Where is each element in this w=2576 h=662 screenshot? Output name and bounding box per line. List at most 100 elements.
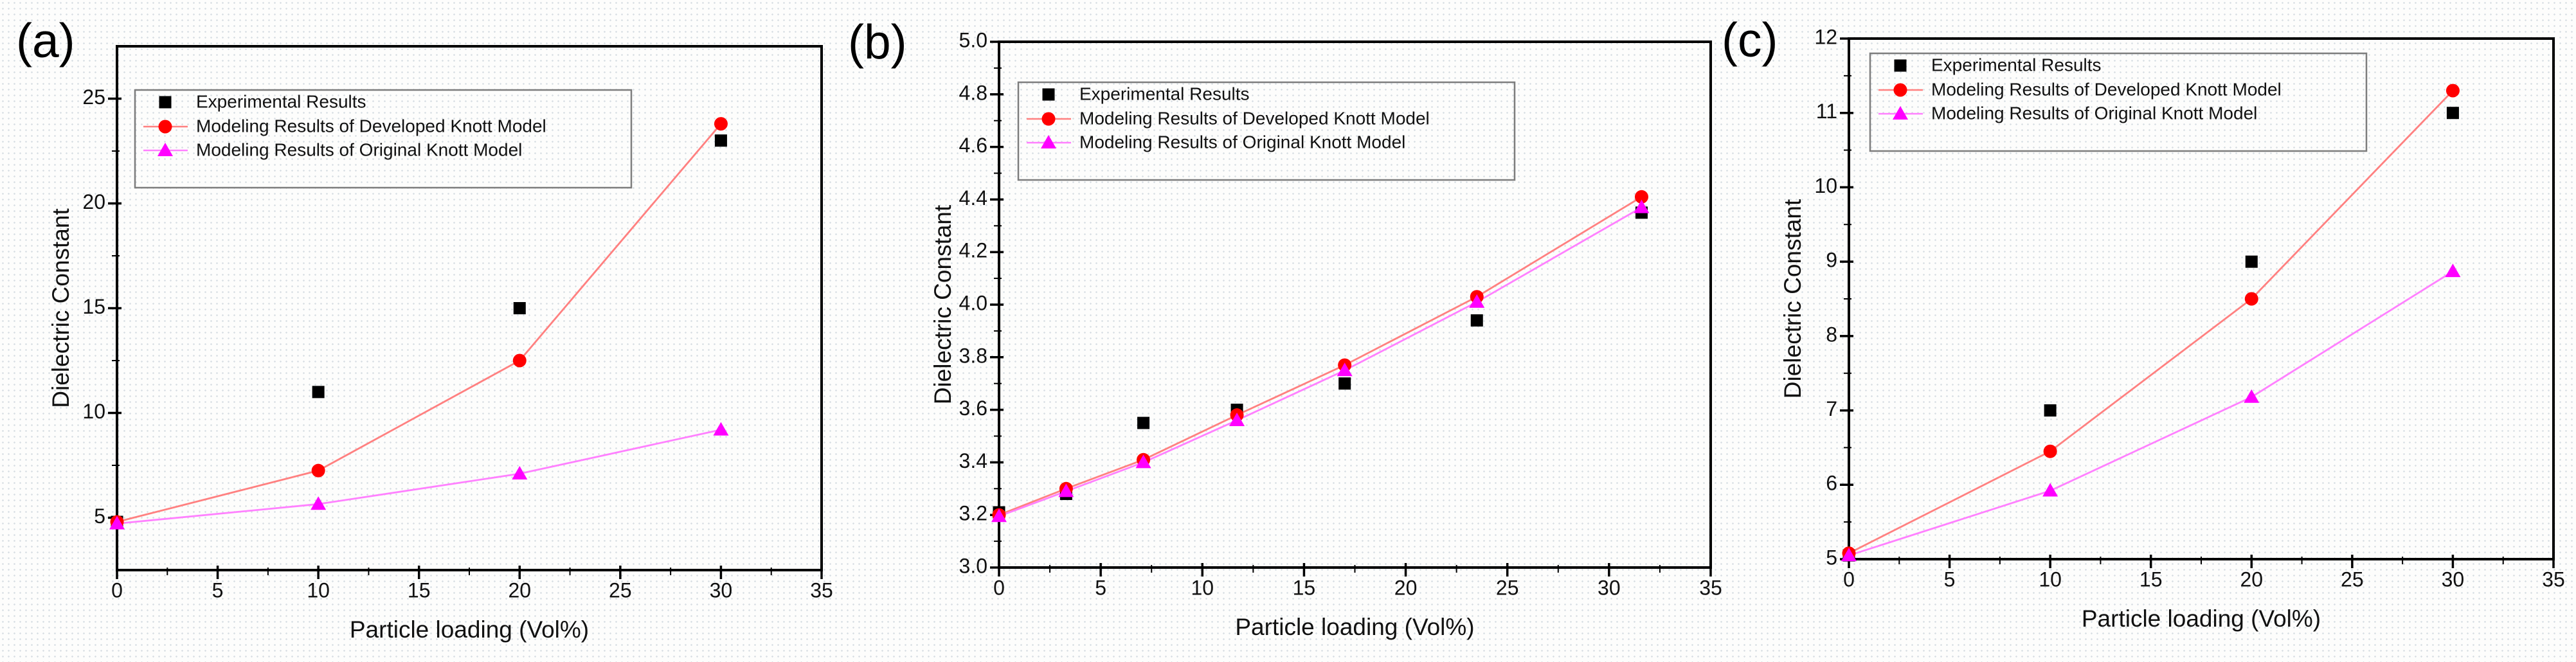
legend-item-2: Modeling Results of Original Knott Model <box>143 139 522 159</box>
marker-circle <box>158 120 172 134</box>
y-tick-label: 6 <box>1826 472 1837 495</box>
legend-box <box>134 89 633 189</box>
marker-square <box>1042 88 1055 101</box>
x-tick-label: 25 <box>1496 576 1519 599</box>
x-tick-label: 20 <box>2240 568 2263 591</box>
chart-a: 0 5 10 15 20 25 30 35 5 10 15 20 25 Particle loading … <box>0 0 858 662</box>
marker-circle <box>1893 83 1907 97</box>
legend-label: Experimental Results <box>196 91 366 111</box>
marker-triangle <box>512 466 528 480</box>
y-tick-label: 4.2 <box>959 239 987 262</box>
y-tick-labels: 5 10 15 20 25 <box>82 85 105 528</box>
x-axis-title: Particle loading (Vol%) <box>1235 614 1474 640</box>
y-tick-label: 10 <box>1814 174 1837 197</box>
chart-svg: 0 5 10 15 20 25 30 35 5 10 15 20 25 Particle loading … <box>48 45 833 643</box>
marker-circle <box>311 463 325 478</box>
y-axis-minor-ticks <box>994 67 1002 542</box>
legend: Experimental Results Modeling Results of … <box>134 89 633 189</box>
marker-triangle <box>991 508 1007 523</box>
x-tick-label: 30 <box>710 578 733 602</box>
x-tick-label: 10 <box>307 578 330 602</box>
y-axis-major-ticks <box>1840 37 1853 560</box>
panel-label-b: (b) <box>848 15 907 69</box>
x-tick-label: 25 <box>609 578 632 602</box>
marker-triangle <box>1135 454 1151 469</box>
marker-triangle <box>1841 548 1857 562</box>
marker-triangle <box>1893 106 1908 120</box>
legend: Experimental Results Modeling Results of … <box>1017 81 1516 181</box>
y-axis-title: Dielectric Constant <box>1779 199 1806 398</box>
y-tick-label: 7 <box>1826 397 1837 420</box>
legend-label: Modeling Results of Developed Knott Mode… <box>1079 108 1430 128</box>
legend-label: Modeling Results of Original Knott Model <box>1079 132 1405 152</box>
x-tick-label: 35 <box>1699 576 1722 599</box>
series-markers-2 <box>991 199 1650 523</box>
legend: Experimental Results Modeling Results of … <box>1869 52 2368 152</box>
marker-triangle <box>311 496 327 510</box>
x-tick-labels: 0 5 10 15 20 25 30 35 <box>111 578 833 602</box>
marker-triangle <box>1337 362 1353 377</box>
x-tick-label: 5 <box>1944 568 1956 591</box>
marker-circle <box>2244 292 2258 306</box>
marker-triangle <box>1634 199 1650 213</box>
y-axis-minor-ticks <box>112 150 120 466</box>
y-tick-label: 3.2 <box>959 502 987 525</box>
series-markers-1 <box>1842 84 2460 560</box>
x-tick-label: 0 <box>1843 568 1855 591</box>
chart-svg: 0 5 10 15 20 25 30 35 3.0 3.2 3.4 3.6 3.8 4.0 4.2 4.4 4.… <box>930 28 1722 640</box>
series-markers-1 <box>110 117 728 529</box>
series-line-2 <box>116 429 721 525</box>
legend-box <box>1869 52 2368 152</box>
x-tick-label: 10 <box>1191 576 1214 599</box>
series-line-1 <box>998 196 1643 516</box>
chart-b: 0 5 10 15 20 25 30 35 3.0 3.2 3.4 3.6 3.8 4.0 4.2 4.4 4.… <box>859 0 1722 662</box>
x-tick-label: 10 <box>2039 568 2062 591</box>
y-axis-title: Dielectric Constant <box>930 204 956 404</box>
marker-circle <box>1041 112 1056 126</box>
series-markers-2 <box>109 422 729 530</box>
y-tick-label: 5.0 <box>959 28 987 51</box>
y-tick-label: 20 <box>82 190 105 213</box>
x-tick-label: 20 <box>508 578 531 602</box>
y-tick-label: 4.4 <box>959 186 987 210</box>
marker-square <box>159 96 172 109</box>
x-tick-label: 20 <box>1394 576 1418 599</box>
marker-square <box>2044 404 2057 417</box>
marker-triangle <box>1469 294 1485 308</box>
y-tick-labels: 5 6 7 8 9 10 11 12 <box>1814 25 1837 569</box>
panel-label-c: (c) <box>1722 13 1778 67</box>
marker-triangle <box>1058 483 1074 497</box>
x-axis-major-ticks <box>116 566 823 579</box>
x-tick-label: 30 <box>1598 576 1621 599</box>
y-axis-title: Dielectric Constant <box>48 208 74 408</box>
panel-a: (a) 0 5 10 15 20 25 30 35 5 10 15 20 25 Particle load… <box>0 0 858 662</box>
x-tick-label: 35 <box>2542 568 2565 591</box>
marker-circle <box>512 353 527 368</box>
x-tick-label: 0 <box>111 578 123 602</box>
y-tick-label: 4.6 <box>959 134 987 157</box>
marker-circle <box>1634 190 1648 204</box>
x-axis-minor-ticks <box>1898 557 2504 564</box>
y-axis-major-ticks <box>108 97 122 519</box>
marker-circle <box>714 117 728 131</box>
series-line-2 <box>998 206 1643 517</box>
chart-c: 0 5 10 15 20 25 30 35 5 6 7 8 9 10 11 12 Particle loadin… <box>1718 0 2576 662</box>
marker-square <box>1338 377 1351 390</box>
marker-triangle <box>2042 483 2058 497</box>
legend-label: Experimental Results <box>1079 84 1250 103</box>
x-axis-major-ticks <box>998 563 1712 577</box>
legend-label: Modeling Results of Developed Knott Mode… <box>196 116 546 136</box>
y-tick-label: 9 <box>1826 249 1837 272</box>
y-tick-label: 12 <box>1814 25 1837 48</box>
marker-triangle <box>2244 389 2260 403</box>
marker-triangle <box>1041 135 1056 148</box>
series-markers-2 <box>1841 264 2461 562</box>
y-tick-label: 25 <box>82 85 105 109</box>
x-tick-label: 15 <box>1293 576 1316 599</box>
series-markers-1 <box>992 190 1648 522</box>
marker-triangle <box>713 422 729 436</box>
marker-circle <box>2043 444 2057 458</box>
legend-label: Experimental Results <box>1931 55 2102 75</box>
y-tick-label: 5 <box>1826 546 1837 569</box>
